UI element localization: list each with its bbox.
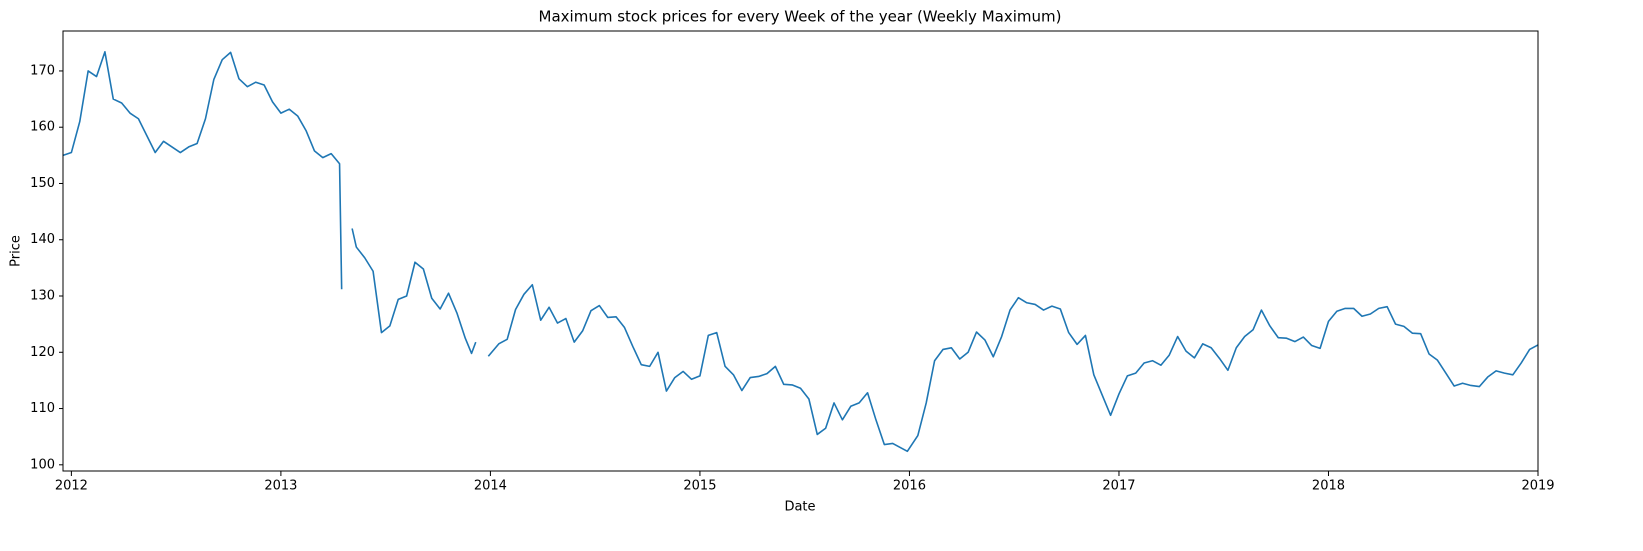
plot-frame xyxy=(62,30,1539,472)
x-tick-label: 2012 xyxy=(55,479,88,494)
y-tick-label: 170 xyxy=(30,63,55,78)
x-tick-label: 2016 xyxy=(893,479,926,494)
x-tick-label: 2013 xyxy=(264,479,297,494)
x-axis-label: Date xyxy=(784,500,815,515)
y-tick-label: 140 xyxy=(30,232,55,247)
x-tick-label: 2017 xyxy=(1102,479,1135,494)
chart-title: Maximum stock prices for every Week of t… xyxy=(539,8,1062,26)
y-tick-label: 120 xyxy=(30,345,55,360)
x-tick-label: 2015 xyxy=(683,479,716,494)
y-tick-label: 150 xyxy=(30,176,55,191)
y-tick-label: 100 xyxy=(30,457,55,472)
y-axis-label: Price xyxy=(9,235,24,267)
price-line xyxy=(62,51,1539,453)
x-tick-label: 2018 xyxy=(1312,479,1345,494)
x-tick-label: 2014 xyxy=(474,479,507,494)
y-tick-label: 110 xyxy=(30,401,55,416)
y-tick-label: 130 xyxy=(30,289,55,304)
y-tick-label: 160 xyxy=(30,120,55,135)
x-tick-label: 2019 xyxy=(1521,479,1554,494)
